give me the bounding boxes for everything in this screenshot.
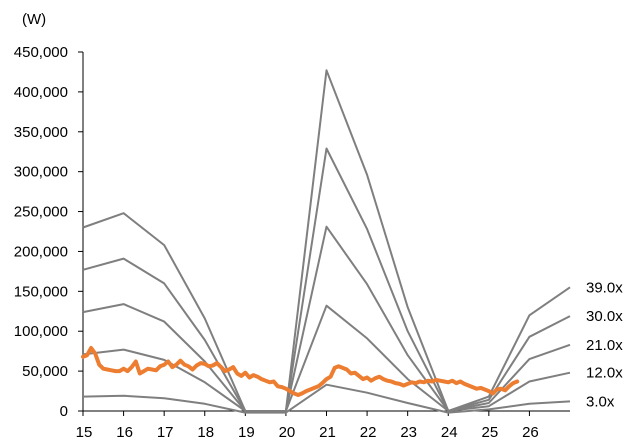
x-axis: 15 16 17 18 19 20 21 22 23 24 25 26 [76,410,570,441]
x-tick-label: 18 [197,424,214,441]
price-series [81,346,520,397]
band-label: 3.0x [586,393,615,410]
x-tick-label: 19 [238,424,255,441]
band-line-21-0x [82,225,571,412]
x-tick-label: 23 [400,424,417,441]
y-tick-label: 350,000 [14,124,68,141]
y-tick-label: 450,000 [14,44,68,61]
y-tick-label: 100,000 [14,323,68,340]
x-tick-label: 21 [319,424,336,441]
unit-label: (W) [22,11,46,28]
band-label: 21.0x [586,337,623,354]
x-tick-label: 26 [522,424,539,441]
y-tick-label: 0 [60,403,68,420]
x-tick-label: 15 [76,424,93,441]
y-tick-label: 150,000 [14,283,68,300]
x-tick-label: 20 [279,424,296,441]
price-line [81,346,520,397]
y-tick-label: 250,000 [14,204,68,221]
band-label: 12.0x [586,365,623,382]
band-label: 39.0x [586,279,623,296]
band-line-30-0x [82,147,571,412]
y-tick-label: 200,000 [14,243,68,260]
y-tick-label: 300,000 [14,164,68,181]
band-labels: 39.0x 30.0x 21.0x 12.0x 3.0x [586,279,623,410]
band-line-39-0x [82,69,571,412]
y-tick-label: 400,000 [14,84,68,101]
band-line-3-0x [82,383,571,414]
band-label: 30.0x [586,308,623,325]
pe-band-lines [82,69,571,414]
y-axis: 0 50,000 100,000 150,000 200,000 250,000 300,0… [14,44,84,420]
x-tick-label: 17 [157,424,174,441]
x-tick-label: 22 [360,424,377,441]
y-tick-label: 50,000 [22,363,68,380]
x-tick-label: 16 [116,424,133,441]
x-tick-label: 25 [481,424,498,441]
band-line-12-0x [82,304,571,412]
x-tick-label: 24 [441,424,458,441]
